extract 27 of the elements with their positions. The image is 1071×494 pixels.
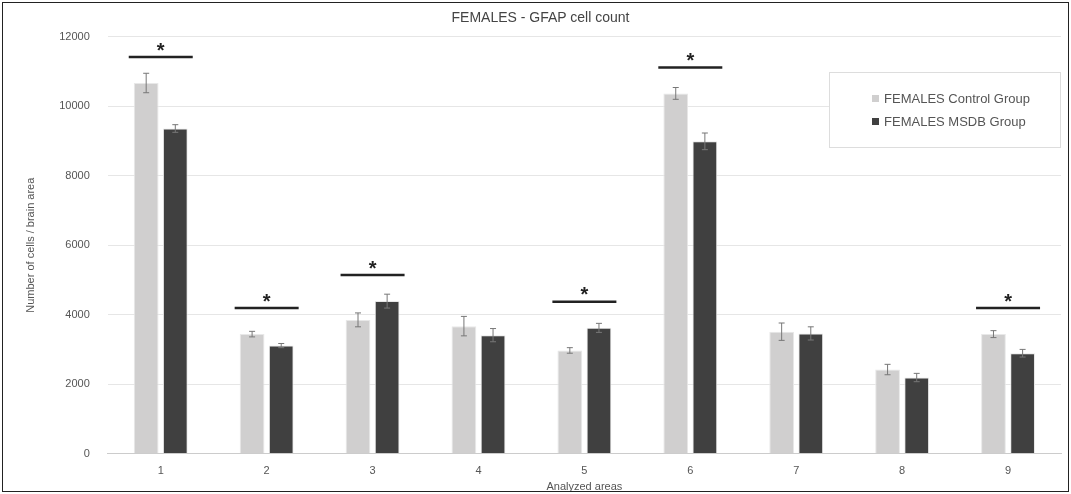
annotation: * [1004, 289, 1013, 312]
x-tick-label: 2 [263, 464, 270, 477]
legend-label: FEMALES MSDB Group [884, 114, 1026, 129]
annotation: * [156, 38, 165, 61]
x-tick-label: 9 [1004, 464, 1012, 477]
x-tick-label: 4 [475, 464, 482, 477]
y-tick-label: 0 [83, 446, 90, 459]
x-tick-label: 7 [793, 464, 800, 477]
x-tick-label: 6 [687, 464, 694, 477]
y-tick-label: 4000 [65, 307, 90, 320]
annotation: * [686, 48, 695, 71]
y-tick-label: 10000 [59, 99, 90, 112]
y-tick-label: 6000 [65, 238, 90, 251]
y-tick-label: 2000 [65, 377, 90, 390]
annotation: * [262, 289, 271, 312]
y-tick-label: 12000 [59, 29, 90, 42]
legend-label: FEMALES Control Group [884, 91, 1030, 106]
y-axis-title: Number of cells / brain area [23, 176, 36, 313]
y-tick-label: 8000 [65, 168, 90, 181]
chart-title: FEMALES - GFAP cell count [451, 9, 630, 26]
x-tick-label: 3 [369, 464, 376, 477]
x-tick-label: 1 [157, 464, 164, 477]
annotation: * [368, 256, 377, 279]
x-tick-label: 5 [581, 464, 588, 477]
annotation: * [580, 283, 589, 306]
x-axis-title: Analyzed areas [546, 480, 623, 493]
x-tick-label: 8 [899, 464, 906, 477]
